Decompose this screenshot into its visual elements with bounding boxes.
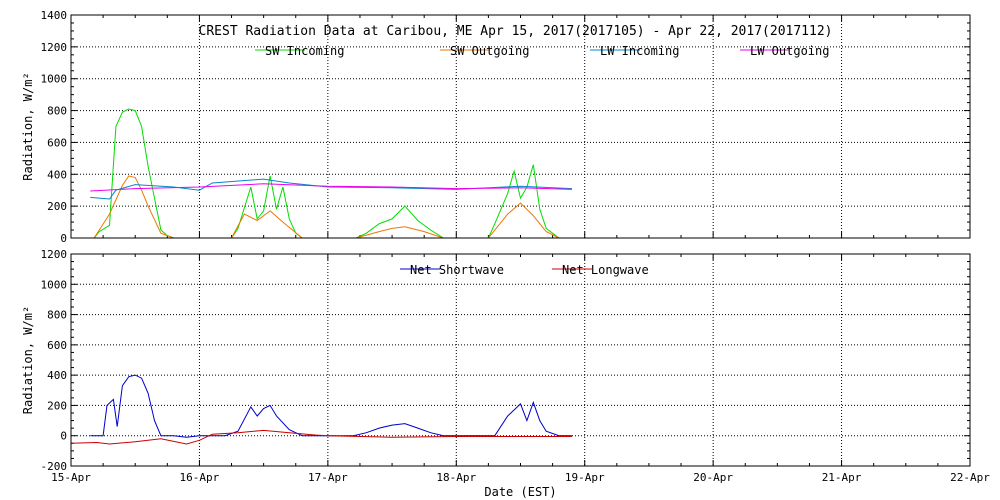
y-tick-label: 800 — [47, 105, 67, 118]
y-tick-label: 1000 — [41, 73, 68, 86]
y-axis-label: Radiation, W/m² — [21, 306, 35, 414]
legend-label: Net Shortwave — [410, 263, 504, 277]
y-tick-label: 1400 — [41, 9, 68, 22]
chart-title: CREST Radiation Data at Caribou, ME Apr … — [199, 24, 833, 39]
x-tick-label: 17-Apr — [308, 471, 348, 484]
x-axis-label: Date (EST) — [484, 485, 556, 499]
series-line-net-longwave — [70, 429, 572, 445]
x-tick-label: 18-Apr — [436, 471, 476, 484]
bottom-panel: -200 0 200 400 600 800 1000 1200 Radiation, W/m²… — [21, 248, 990, 499]
series-line-net-shortwave — [90, 374, 572, 438]
y-tick-label: -200 — [41, 460, 68, 473]
y-tick-label: 1000 — [41, 278, 68, 291]
legend-label: Net Longwave — [562, 263, 649, 277]
y-tick-label: 600 — [47, 136, 67, 149]
y-axis-label: Radiation, W/m² — [21, 72, 35, 180]
y-tick-label: 1200 — [41, 41, 68, 54]
y-tick-label: 200 — [47, 200, 67, 213]
x-tick-label: 15-Apr — [51, 471, 91, 484]
y-tick-label: 600 — [47, 339, 67, 352]
y-tick-label: 400 — [47, 168, 67, 181]
x-tick-label: 16-Apr — [180, 471, 220, 484]
y-tick-label: 400 — [47, 369, 67, 382]
series-line-lw-outgoing — [90, 183, 572, 192]
plot-frame — [70, 253, 971, 467]
legend-label: SW Outgoing — [450, 44, 529, 58]
y-tick-label: 800 — [47, 309, 67, 322]
y-tick-label: 1200 — [41, 248, 68, 261]
y-tick-label: 0 — [60, 232, 67, 245]
top-panel: 0 200 400 600 800 1000 1200 1400 Radiation, W/m²… — [21, 9, 971, 245]
series-line-sw-incoming — [93, 108, 560, 239]
legend-label: LW Outgoing — [750, 44, 829, 58]
x-tick-label: 19-Apr — [565, 471, 605, 484]
legend-label: SW Incoming — [265, 44, 344, 58]
x-tick-label: 20-Apr — [693, 471, 733, 484]
y-tick-label: 0 — [60, 430, 67, 443]
legend-label: LW Incoming — [600, 44, 679, 58]
plot-frame — [70, 14, 971, 239]
series-line-lw-incoming — [90, 178, 572, 200]
y-tick-label: 200 — [47, 399, 67, 412]
x-tick-label: 21-Apr — [822, 471, 862, 484]
x-tick-label: 22-Apr — [950, 471, 990, 484]
series-line-sw-outgoing — [93, 175, 560, 239]
